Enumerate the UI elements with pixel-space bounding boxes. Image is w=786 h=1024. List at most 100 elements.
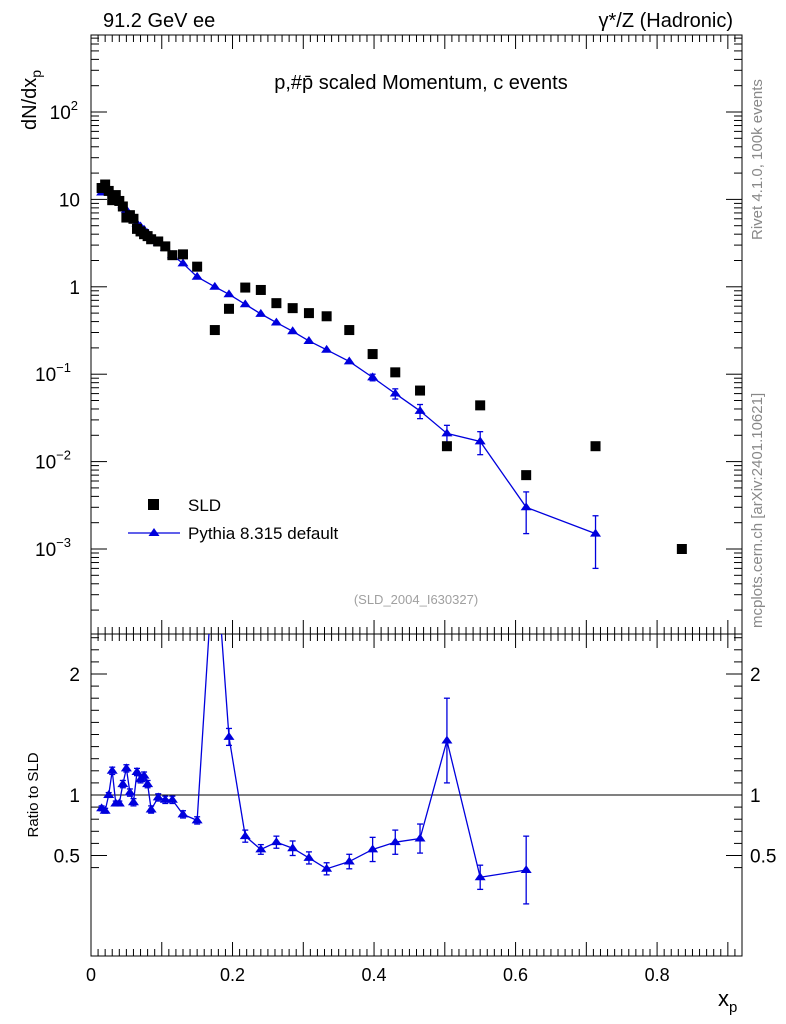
ratio-point	[239, 831, 251, 840]
sld-point	[441, 441, 452, 452]
ratio-point	[113, 798, 125, 807]
legend-mc-marker	[148, 528, 160, 536]
x-tick-label: 0	[86, 965, 96, 985]
ratio-point	[441, 735, 453, 744]
sld-point	[303, 308, 314, 319]
ratio-point	[124, 787, 136, 796]
sld-point	[271, 298, 282, 309]
y-tick-label-exp: −2	[56, 448, 71, 463]
x-tick-label: 0.8	[645, 965, 670, 985]
main-y-axis-label-main: dN/dx	[19, 78, 41, 130]
sld-point	[367, 349, 378, 360]
y-tick-label: 10−2	[35, 448, 71, 474]
x-axis-label-sub: p	[729, 999, 737, 1016]
mc-point	[441, 428, 453, 437]
y-tick-label-exp: −3	[56, 535, 71, 550]
mc-point	[343, 356, 355, 365]
sld-point	[223, 303, 234, 314]
ratio-point	[103, 790, 115, 798]
y-tick-label-base: 10	[35, 540, 56, 561]
sld-point	[415, 385, 426, 396]
ratio-point	[117, 779, 129, 788]
mc-point	[321, 344, 333, 353]
y-tick-label-exp: 2	[71, 98, 78, 113]
ratio-point	[177, 809, 189, 818]
legend: SLD Pythia 8.315 default	[128, 496, 339, 543]
ratio-point	[166, 794, 178, 803]
sld-point	[521, 470, 532, 481]
ratio-point	[191, 815, 203, 824]
ratio-point	[127, 797, 139, 806]
ratio-data-marks	[96, 634, 532, 905]
sld-point	[209, 325, 220, 336]
ratio-y-tick-label-right: 1	[750, 786, 761, 807]
mcplots-side-label-text: mcplots.cern.ch [arXiv:2401.10621]	[749, 393, 766, 628]
sld-point	[177, 249, 188, 260]
rivet-side-label: Rivet 4.1.0, 100k events	[749, 79, 766, 240]
ratio-point	[255, 844, 267, 853]
mc-point	[590, 528, 602, 537]
mc-point	[177, 258, 189, 267]
legend-sld-label: SLD	[188, 496, 221, 515]
legend-sld-marker	[148, 499, 159, 510]
ratio-point	[106, 765, 118, 774]
ratio-y-tick-label-right: 0.5	[750, 847, 776, 868]
ratio-point	[142, 779, 154, 788]
ratio-y-tick-label-right: 2	[750, 665, 761, 686]
ratio-y-tick-label: 0.5	[54, 847, 80, 868]
mc-point	[287, 326, 299, 335]
sld-point	[103, 185, 114, 196]
ratio-point	[389, 837, 401, 846]
x-axis-label: xp	[718, 986, 737, 1016]
y-tick-label: 10−3	[35, 535, 71, 561]
ratio-point	[120, 763, 132, 772]
mc-point	[389, 388, 401, 397]
sld-point	[160, 241, 171, 252]
ratio-y-tick-label: 1	[69, 786, 80, 807]
y-tick-label-base: 10	[35, 453, 56, 474]
sld-point	[107, 195, 118, 206]
main-y-axis-label-sub: p	[28, 70, 44, 78]
mc-point	[191, 271, 203, 280]
mc-point	[520, 502, 532, 511]
sld-point	[153, 236, 164, 247]
sld-point	[100, 179, 111, 190]
mc-point	[239, 299, 251, 308]
ratio-point	[520, 865, 532, 873]
rivet-side-label-text: Rivet 4.1.0, 100k events	[749, 79, 766, 240]
ratio-point	[223, 731, 235, 740]
header-process-label: γ*/Z (Hadronic)	[599, 10, 733, 32]
mc-point	[223, 289, 235, 298]
ratio-point	[152, 792, 164, 801]
mc-point	[303, 336, 315, 344]
ratio-y-axis-label-text: Ratio to SLD	[25, 752, 42, 837]
sld-point	[321, 311, 332, 322]
ratio-series-group	[96, 634, 532, 905]
x-tick-label: 0.6	[503, 965, 528, 985]
ratio-point	[414, 833, 426, 842]
sld-point	[128, 213, 139, 224]
mc-point	[414, 405, 426, 414]
sld-point	[240, 282, 251, 293]
sld-point	[344, 325, 355, 336]
y-tick-label-base: 10	[50, 103, 71, 124]
sld-point	[192, 261, 203, 272]
main-data-marks	[96, 179, 687, 570]
mcplots-side-label: mcplots.cern.ch [arXiv:2401.10621]	[749, 393, 766, 628]
ratio-y-tick-label: 2	[69, 665, 80, 686]
y-tick-label: 102	[50, 98, 78, 124]
ratio-y-axis-label: Ratio to SLD	[25, 752, 42, 837]
ratio-point	[99, 805, 111, 814]
sld-point	[676, 544, 687, 554]
sld-point	[110, 190, 121, 201]
mc-point	[474, 436, 486, 445]
sld-point	[117, 201, 128, 212]
ratio-axis-ticks: 0 0.2 0.4 0.6 0.8 0.5 0.5 1 1 2 2	[54, 634, 776, 985]
sld-point	[390, 367, 401, 378]
x-tick-label: 0.4	[362, 965, 387, 985]
svg-text:dN/dxp: dN/dxp	[19, 70, 44, 130]
ratio-point	[159, 794, 171, 803]
y-tick-label: 10	[59, 190, 80, 211]
